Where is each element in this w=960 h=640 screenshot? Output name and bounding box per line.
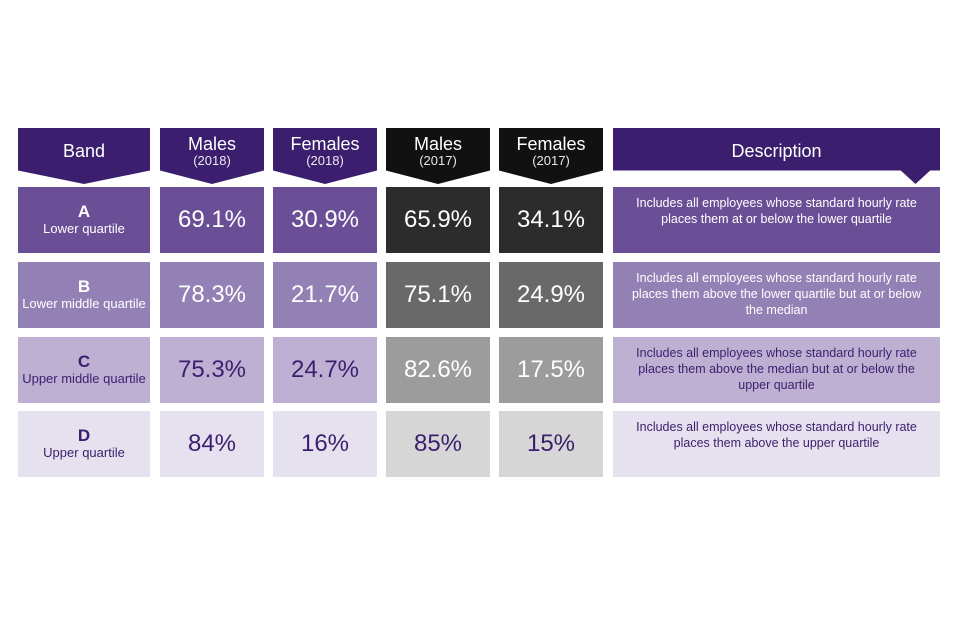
males-2017-value: 65.9% — [403, 206, 473, 233]
band-name: Upper middle quartile — [22, 371, 146, 386]
header-band: Band — [18, 128, 150, 184]
band-cell: B Lower middle quartile — [18, 262, 150, 328]
header-males-2018-label: Males — [187, 133, 236, 154]
band-name: Lower middle quartile — [22, 296, 146, 311]
males-2018-value: 75.3% — [177, 356, 247, 383]
females-2018-cell: 24.7% — [273, 337, 377, 403]
header-females-2018-label: Females — [290, 133, 360, 154]
males-2018-cell: 78.3% — [160, 262, 264, 328]
band-cell: A Lower quartile — [18, 187, 150, 253]
males-2017-value: 85% — [413, 430, 463, 457]
header-description: Description — [613, 128, 940, 184]
description-cell: Includes all employees whose standard ho… — [613, 411, 940, 477]
band-name: Lower quartile — [43, 221, 125, 236]
header-females-2017-label: Females — [516, 133, 586, 154]
header-females-2018: Females (2018) — [273, 128, 377, 184]
band-letter: A — [77, 202, 91, 221]
males-2018-cell: 75.3% — [160, 337, 264, 403]
males-2017-cell: 85% — [386, 411, 490, 477]
females-2018-value: 16% — [300, 430, 350, 457]
header-description-label: Description — [731, 140, 822, 161]
description-cell: Includes all employees whose standard ho… — [613, 262, 940, 328]
band-name: Upper quartile — [43, 445, 125, 460]
band-cell: C Upper middle quartile — [18, 337, 150, 403]
females-2018-cell: 16% — [273, 411, 377, 477]
females-2017-value: 24.9% — [516, 281, 586, 308]
header-band-label: Band — [62, 140, 106, 161]
females-2018-cell: 30.9% — [273, 187, 377, 253]
males-2017-value: 82.6% — [403, 356, 473, 383]
males-2017-cell: 75.1% — [386, 262, 490, 328]
males-2017-cell: 82.6% — [386, 337, 490, 403]
males-2018-value: 84% — [187, 430, 237, 457]
header-males-2017: Males (2017) — [386, 128, 490, 184]
males-2018-value: 69.1% — [177, 206, 247, 233]
females-2017-cell: 24.9% — [499, 262, 603, 328]
description-cell: Includes all employees whose standard ho… — [613, 187, 940, 253]
description-text: Includes all employees whose standard ho… — [636, 346, 917, 392]
males-2017-cell: 65.9% — [386, 187, 490, 253]
band-cell: D Upper quartile — [18, 411, 150, 477]
females-2018-value: 30.9% — [290, 206, 360, 233]
header-females-2017-year: (2017) — [532, 152, 570, 168]
females-2018-value: 21.7% — [290, 281, 360, 308]
description-text: Includes all employees whose standard ho… — [636, 196, 917, 226]
females-2017-value: 34.1% — [516, 206, 586, 233]
description-text: Includes all employees whose standard ho… — [636, 420, 917, 450]
females-2017-cell: 15% — [499, 411, 603, 477]
males-2018-cell: 84% — [160, 411, 264, 477]
females-2017-cell: 34.1% — [499, 187, 603, 253]
header-males-2017-year: (2017) — [419, 152, 457, 168]
description-cell: Includes all employees whose standard ho… — [613, 337, 940, 403]
header-females-2017: Females (2017) — [499, 128, 603, 184]
females-2017-cell: 17.5% — [499, 337, 603, 403]
description-text: Includes all employees whose standard ho… — [631, 271, 922, 317]
header-males-2018-year: (2018) — [193, 152, 231, 168]
header-males-2018: Males (2018) — [160, 128, 264, 184]
header-males-2017-label: Males — [413, 133, 462, 154]
band-letter: D — [77, 426, 91, 445]
header-females-2018-year: (2018) — [306, 152, 344, 168]
females-2017-value: 17.5% — [516, 356, 586, 383]
band-letter: C — [77, 352, 91, 371]
males-2017-value: 75.1% — [403, 281, 473, 308]
band-letter: B — [77, 277, 91, 296]
females-2017-value: 15% — [526, 430, 576, 457]
males-2018-value: 78.3% — [177, 281, 247, 308]
males-2018-cell: 69.1% — [160, 187, 264, 253]
females-2018-cell: 21.7% — [273, 262, 377, 328]
females-2018-value: 24.7% — [290, 356, 360, 383]
